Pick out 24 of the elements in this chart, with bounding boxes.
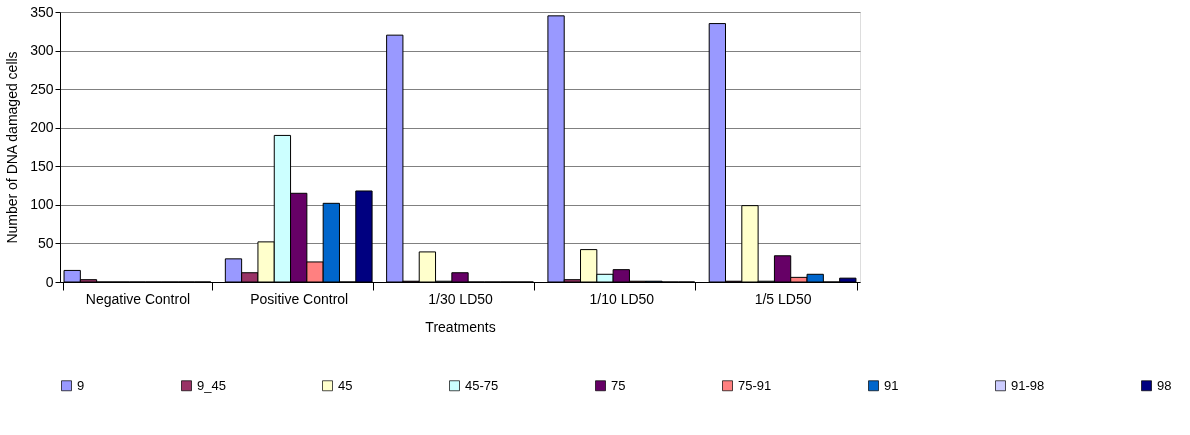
x-tick-label: 1/5 LD50 — [754, 290, 812, 307]
y-tick-label: 350 — [30, 3, 54, 20]
legend-label: 45-75 — [465, 377, 499, 393]
y-tick-label: 100 — [30, 196, 54, 213]
x-tick-label: 1/10 LD50 — [589, 290, 655, 307]
legend-label: 75-91 — [738, 377, 772, 393]
y-tick-label: 150 — [30, 157, 54, 174]
y-tick-label: 250 — [30, 80, 54, 97]
y-axis-title: Number of DNA damaged cells — [4, 51, 21, 244]
x-axis-title: Treatments — [425, 318, 496, 335]
legend-label: 9 — [77, 377, 85, 393]
legend-label: 9_45 — [197, 377, 226, 393]
y-tick-label: 200 — [30, 119, 54, 136]
legend-label: 45 — [338, 377, 353, 393]
y-tick-label: 0 — [45, 273, 54, 290]
y-tick-label: 50 — [37, 234, 54, 251]
y-tick-label: 300 — [30, 42, 54, 59]
legend-label: 75 — [611, 377, 626, 393]
legend-label: 91-98 — [1011, 377, 1045, 393]
legend-label: 98 — [1157, 377, 1172, 393]
x-tick-label: 1/30 LD50 — [428, 290, 494, 307]
legend-label: 91 — [884, 377, 899, 393]
x-tick-label: Negative Control — [85, 290, 191, 307]
x-tick-label: Positive Control — [250, 290, 349, 307]
